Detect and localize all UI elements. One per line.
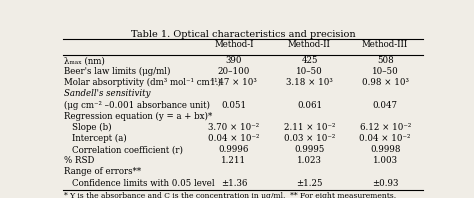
Text: Intercept (a): Intercept (a)	[72, 134, 127, 143]
Text: 3.70 × 10⁻²: 3.70 × 10⁻²	[209, 123, 259, 132]
Text: Molar absorptivity (dm³ mol⁻¹ cm⁻¹): Molar absorptivity (dm³ mol⁻¹ cm⁻¹)	[64, 78, 221, 87]
Text: 10–50: 10–50	[296, 67, 323, 76]
Text: 0.03 × 10⁻²: 0.03 × 10⁻²	[284, 134, 335, 143]
Text: 1.003: 1.003	[373, 156, 398, 165]
Text: 0.04 × 10⁻²: 0.04 × 10⁻²	[359, 134, 411, 143]
Text: 10–50: 10–50	[372, 67, 399, 76]
Text: λₘₐₓ (nm): λₘₐₓ (nm)	[64, 56, 105, 65]
Text: Table 1. Optical characteristics and precision: Table 1. Optical characteristics and pre…	[131, 30, 355, 39]
Text: Method-I: Method-I	[214, 40, 254, 49]
Text: 1.023: 1.023	[297, 156, 322, 165]
Text: 0.9995: 0.9995	[294, 145, 325, 154]
Text: Correlation coefficient (r): Correlation coefficient (r)	[72, 145, 183, 154]
Text: 390: 390	[226, 56, 242, 65]
Text: Method-III: Method-III	[362, 40, 408, 49]
Text: ±1.36: ±1.36	[221, 179, 247, 188]
Text: (μg cm⁻² –0.001 absorbance unit): (μg cm⁻² –0.001 absorbance unit)	[64, 101, 210, 110]
Text: ±0.93: ±0.93	[372, 179, 398, 188]
Text: 20–100: 20–100	[218, 67, 250, 76]
Text: 0.061: 0.061	[297, 101, 322, 110]
Text: ±1.25: ±1.25	[296, 179, 323, 188]
Text: Slope (b): Slope (b)	[72, 123, 112, 132]
Text: Sandell's sensitivity: Sandell's sensitivity	[64, 89, 151, 98]
Text: Confidence limits with 0.05 level: Confidence limits with 0.05 level	[72, 179, 215, 188]
Text: % RSD: % RSD	[64, 156, 94, 165]
Text: 0.9996: 0.9996	[219, 145, 249, 154]
Text: 0.051: 0.051	[221, 101, 246, 110]
Text: 3.18 × 10³: 3.18 × 10³	[286, 78, 333, 87]
Text: 1.47 × 10³: 1.47 × 10³	[210, 78, 257, 87]
Text: 0.98 × 10³: 0.98 × 10³	[362, 78, 409, 87]
Text: 425: 425	[301, 56, 318, 65]
Text: Beer's law limits (μg/ml): Beer's law limits (μg/ml)	[64, 67, 171, 76]
Text: 1.211: 1.211	[221, 156, 246, 165]
Text: 0.04 × 10⁻²: 0.04 × 10⁻²	[208, 134, 260, 143]
Text: Method-II: Method-II	[288, 40, 331, 49]
Text: 508: 508	[377, 56, 393, 65]
Text: 2.11 × 10⁻²: 2.11 × 10⁻²	[284, 123, 335, 132]
Text: * Y is the absorbance and C is the concentration in μg/ml.  ** For eight measure: * Y is the absorbance and C is the conce…	[64, 192, 396, 198]
Text: Range of errors**: Range of errors**	[64, 167, 141, 176]
Text: Regression equation (y = a + bx)*: Regression equation (y = a + bx)*	[64, 112, 212, 121]
Text: 6.12 × 10⁻²: 6.12 × 10⁻²	[359, 123, 411, 132]
Text: 0.047: 0.047	[373, 101, 398, 110]
Text: 0.9998: 0.9998	[370, 145, 401, 154]
